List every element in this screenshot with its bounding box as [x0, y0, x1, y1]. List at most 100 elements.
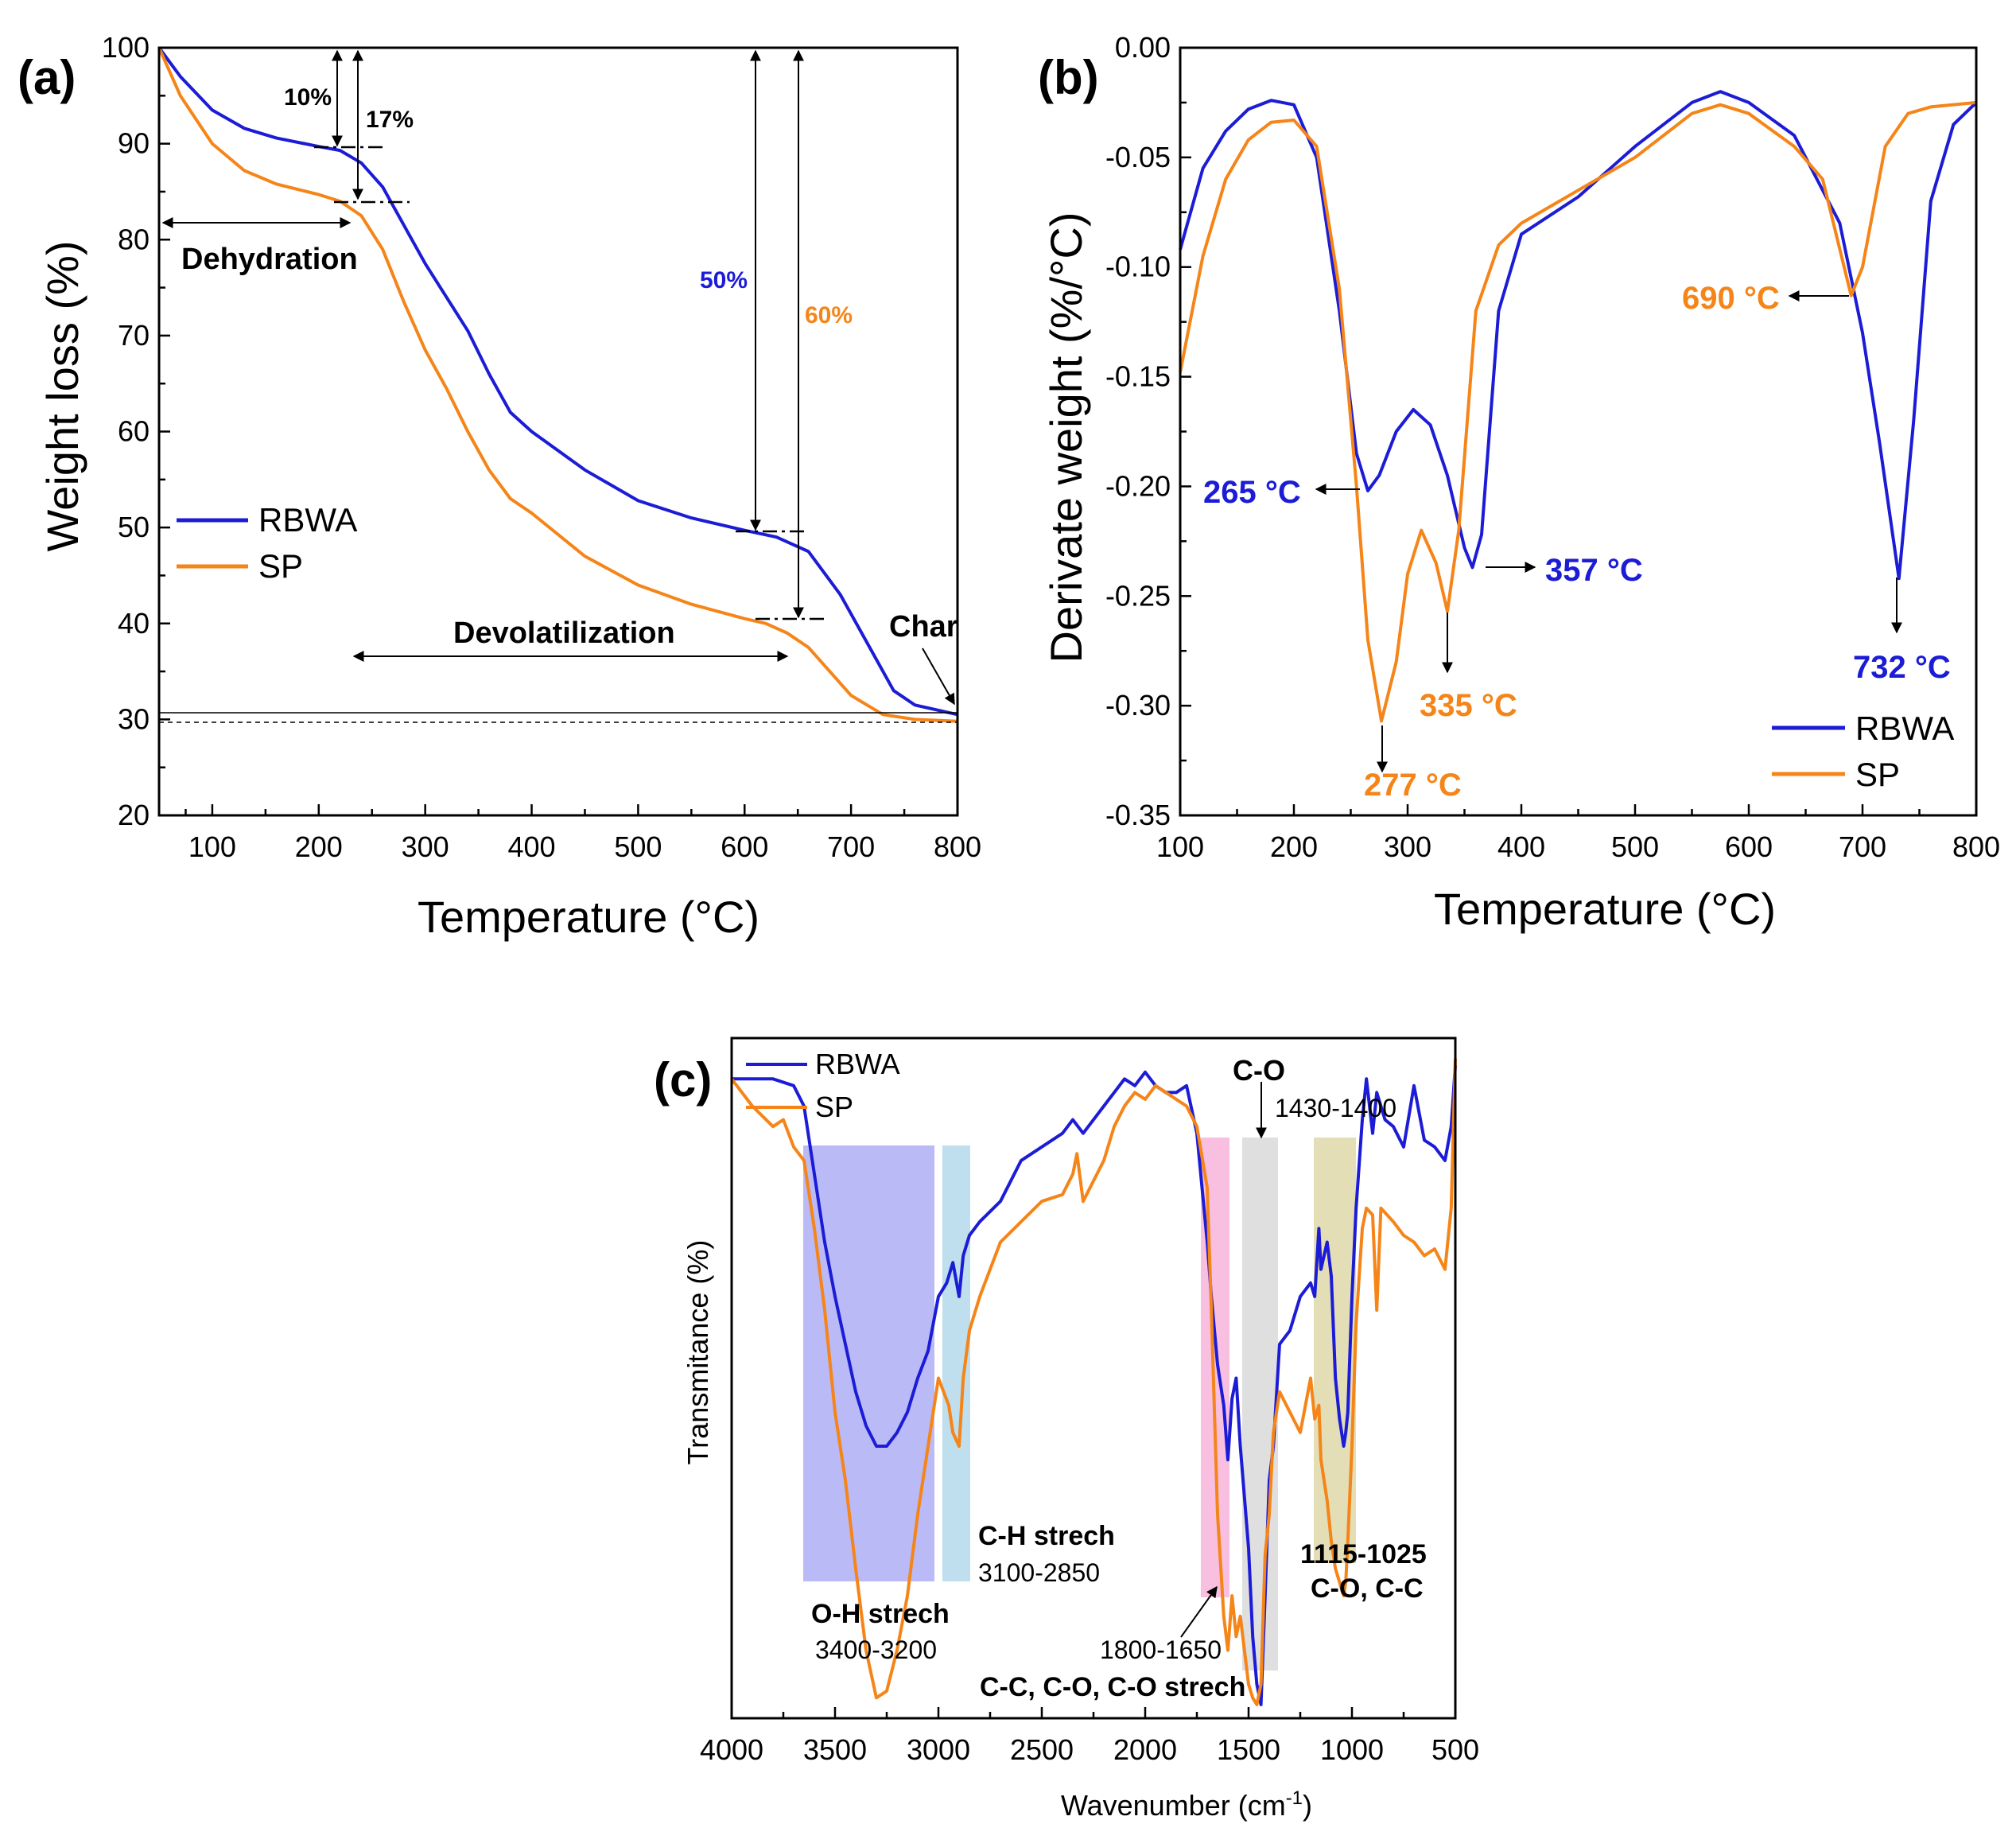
label-10pct: 10% [284, 84, 332, 111]
ytick-label-a-90: 90 [118, 127, 150, 160]
label-690: 690 °C [1682, 281, 1780, 316]
ytick-label-a-70: 70 [118, 319, 150, 352]
legend-b-rbwa: RBWA [1855, 710, 1954, 747]
xtick-label-b-400: 400 [1497, 830, 1545, 863]
panel-a-label: (a) [17, 51, 76, 104]
label-ch-range: 3100-2850 [978, 1558, 1100, 1587]
xtick-label-c-3500: 3500 [803, 1733, 867, 1766]
label-335: 335 °C [1420, 688, 1517, 723]
ytick-label-a-60: 60 [118, 415, 150, 448]
label-char: Char [889, 610, 958, 644]
band-oh-stretch [803, 1145, 934, 1581]
label-732: 732 °C [1853, 650, 1951, 685]
panel-c-ylabel: Transmitance (%) [682, 1240, 714, 1465]
panel-b-xlabel: Temperature (°C) [1434, 884, 1776, 934]
xtick-label-a-800: 800 [934, 830, 981, 863]
panel-a-axes: 100 200 300 400 500 600 700 800 20 30 40 50 60 70 80 90… [102, 31, 981, 863]
panel-b: (b) 265 °C 357 °C 732 °C 277 °C 335 °C 6… [1038, 31, 2000, 934]
panel-c-series [730, 1058, 1457, 1706]
label-357: 357 °C [1545, 553, 1643, 588]
xtick-label-b-600: 600 [1725, 830, 1773, 863]
series-rbwa-c [732, 1065, 1457, 1706]
label-oh-name: O-H strech [811, 1599, 950, 1629]
panel-a-series [157, 46, 958, 723]
label-1115: 1115-1025 [1300, 1539, 1427, 1569]
panel-b-label: (b) [1038, 51, 1099, 104]
series-sp-c [730, 1058, 1457, 1706]
ytick-label-b--0.25: -0.25 [1105, 579, 1171, 612]
ytick-label-a-50: 50 [118, 511, 150, 543]
series-sp-b [1179, 100, 1977, 723]
panel-b-ylabel: Derivate weight (%/°C) [1041, 212, 1091, 663]
label-co-top: C-O [1233, 1054, 1285, 1087]
xtick-label-c-2500: 2500 [1010, 1733, 1074, 1766]
xtick-label-a-700: 700 [827, 830, 875, 863]
legend-a-sp: SP [258, 547, 303, 585]
ytick-label-b--0.30: -0.30 [1105, 689, 1171, 721]
ytick-label-b--0.20: -0.20 [1105, 469, 1171, 502]
panel-c-xlabel: Wavenumber (cm-1) [1061, 1787, 1312, 1822]
xtick-label-b-500: 500 [1611, 830, 1659, 863]
xtick-label-c-4000: 4000 [700, 1733, 763, 1766]
xtick-label-c-3000: 3000 [907, 1733, 970, 1766]
arrow-char [922, 648, 955, 706]
label-oh-range: 3400-3200 [815, 1635, 937, 1664]
ytick-label-b-0.00: 0.00 [1115, 31, 1171, 64]
label-17pct: 17% [366, 107, 414, 133]
legend-c-sp: SP [815, 1091, 853, 1123]
band-co-1430 [1242, 1138, 1278, 1670]
label-50pct: 50% [700, 267, 748, 294]
label-60pct: 60% [805, 302, 853, 329]
xtick-label-a-600: 600 [721, 830, 768, 863]
xtick-label-c-1000: 1000 [1320, 1733, 1384, 1766]
ytick-label-a-80: 80 [118, 223, 150, 255]
label-265: 265 °C [1203, 475, 1301, 510]
ytick-label-a-40: 40 [118, 607, 150, 640]
label-devolatilization: Devolatilization [453, 616, 675, 650]
plot-frame-a [157, 46, 959, 817]
ytick-label-a-30: 30 [118, 702, 150, 735]
legend-a-rbwa: RBWA [258, 501, 357, 539]
ytick-label-a-20: 20 [118, 799, 150, 831]
xtick-label-b-200: 200 [1270, 830, 1318, 863]
xtick-label-c-500: 500 [1431, 1733, 1479, 1766]
xtick-label-a-400: 400 [507, 830, 555, 863]
label-coc: C-O, C-C [1311, 1573, 1424, 1604]
xtick-label-b-100: 100 [1156, 830, 1204, 863]
label-ch-name: C-H strech [978, 1521, 1115, 1551]
ytick-label-b--0.15: -0.15 [1105, 360, 1171, 393]
ytick-label-b--0.10: -0.10 [1105, 251, 1171, 283]
ytick-label-b--0.05: -0.05 [1105, 141, 1171, 173]
label-cc-name: C-C, C-O, C-O strech [980, 1672, 1245, 1702]
xtick-label-a-100: 100 [188, 830, 236, 863]
xtick-label-a-500: 500 [614, 830, 662, 863]
xtick-label-a-300: 300 [402, 830, 449, 863]
series-rbwa-a [157, 46, 958, 717]
xtick-label-c-1500: 1500 [1217, 1733, 1280, 1766]
panel-a: (a) 10% 17% 50% 60% Dehydration Devolati… [17, 31, 981, 942]
panel-a-xlabel: Temperature (°C) [418, 892, 759, 942]
xtick-label-c-2000: 2000 [1113, 1733, 1177, 1766]
label-1800: 1800-1650 [1100, 1635, 1222, 1664]
label-277: 277 °C [1364, 768, 1462, 803]
panel-c-label: (c) [654, 1053, 712, 1107]
arrow-1800 [1180, 1585, 1218, 1638]
xtick-label-b-700: 700 [1839, 830, 1886, 863]
legend-c-rbwa: RBWA [815, 1048, 900, 1080]
ytick-label-a-100: 100 [102, 31, 150, 64]
ytick-label-b--0.35: -0.35 [1105, 799, 1171, 831]
panel-a-ylabel: Weight loss (%) [37, 240, 87, 551]
panel-b-series [1179, 90, 1978, 723]
panel-c: (c) C-O 1430-1400 O-H strech 3400-3200 C… [654, 1037, 1479, 1822]
label-1430: 1430-1400 [1275, 1094, 1396, 1122]
series-sp-a [157, 47, 958, 723]
panel-b-axes: 100 200 300 400 500 600 700 800 0.00 -0.05 -0.10 -0… [1105, 31, 2000, 863]
xtick-label-a-200: 200 [295, 830, 343, 863]
label-dehydration: Dehydration [181, 243, 358, 276]
plot-frame-b [1179, 46, 1978, 817]
panel-c-axes: 4000 3500 3000 2500 2000 1500 1000 500 [700, 1037, 1479, 1766]
xtick-label-b-800: 800 [1952, 830, 2000, 863]
legend-b-sp: SP [1855, 756, 1900, 793]
xtick-label-b-300: 300 [1384, 830, 1431, 863]
